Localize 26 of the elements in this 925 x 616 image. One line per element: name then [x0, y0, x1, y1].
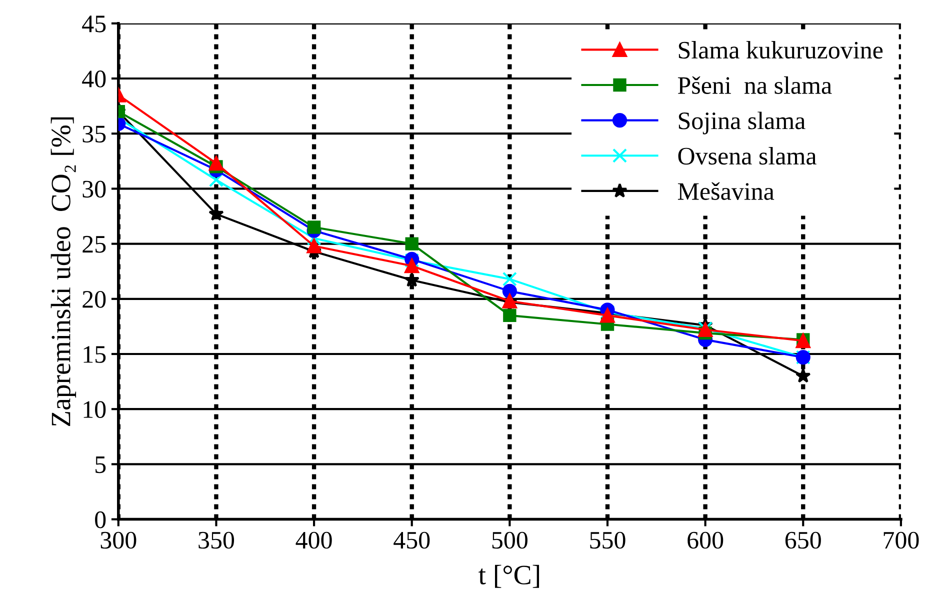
y-tick-label: 0 — [95, 511, 106, 528]
x-tick-label: 550 — [590, 532, 626, 549]
x-tick-label: 500 — [492, 532, 528, 549]
legend-label: Sojina slama — [678, 112, 806, 134]
y-tick-label: 15 — [84, 346, 106, 363]
y-tick-label: 40 — [82, 70, 106, 88]
x-tick-label: 450 — [394, 532, 430, 549]
x-tick-label: 400 — [296, 532, 332, 549]
x-tick-label: 600 — [688, 532, 724, 549]
x-tick-label: 300 — [100, 532, 136, 549]
y-tick-label: 5 — [96, 456, 106, 474]
y-tick-label: 20 — [82, 290, 106, 308]
y-tick-label: 35 — [82, 126, 106, 143]
x-axis-title: t [°C] — [478, 564, 540, 588]
legend-label: Ovsena slama — [678, 147, 816, 165]
y-tick-label: 30 — [82, 180, 106, 198]
legend-label: Mešavina — [678, 182, 774, 200]
x-tick-label: 350 — [198, 532, 234, 549]
y-tick-label: 25 — [82, 236, 106, 253]
x-tick-label: 650 — [785, 532, 821, 549]
legend-label: Slama kukuruzovine — [678, 41, 883, 59]
y-tick-label: 45 — [82, 16, 106, 32]
legend-label: Pšeni na slama — [678, 76, 832, 94]
y-tick-label: 10 — [84, 401, 106, 418]
y-axis-title: Zapreminski udeo CO₂ [%] — [50, 117, 76, 426]
x-tick-label: 700 — [884, 532, 919, 549]
